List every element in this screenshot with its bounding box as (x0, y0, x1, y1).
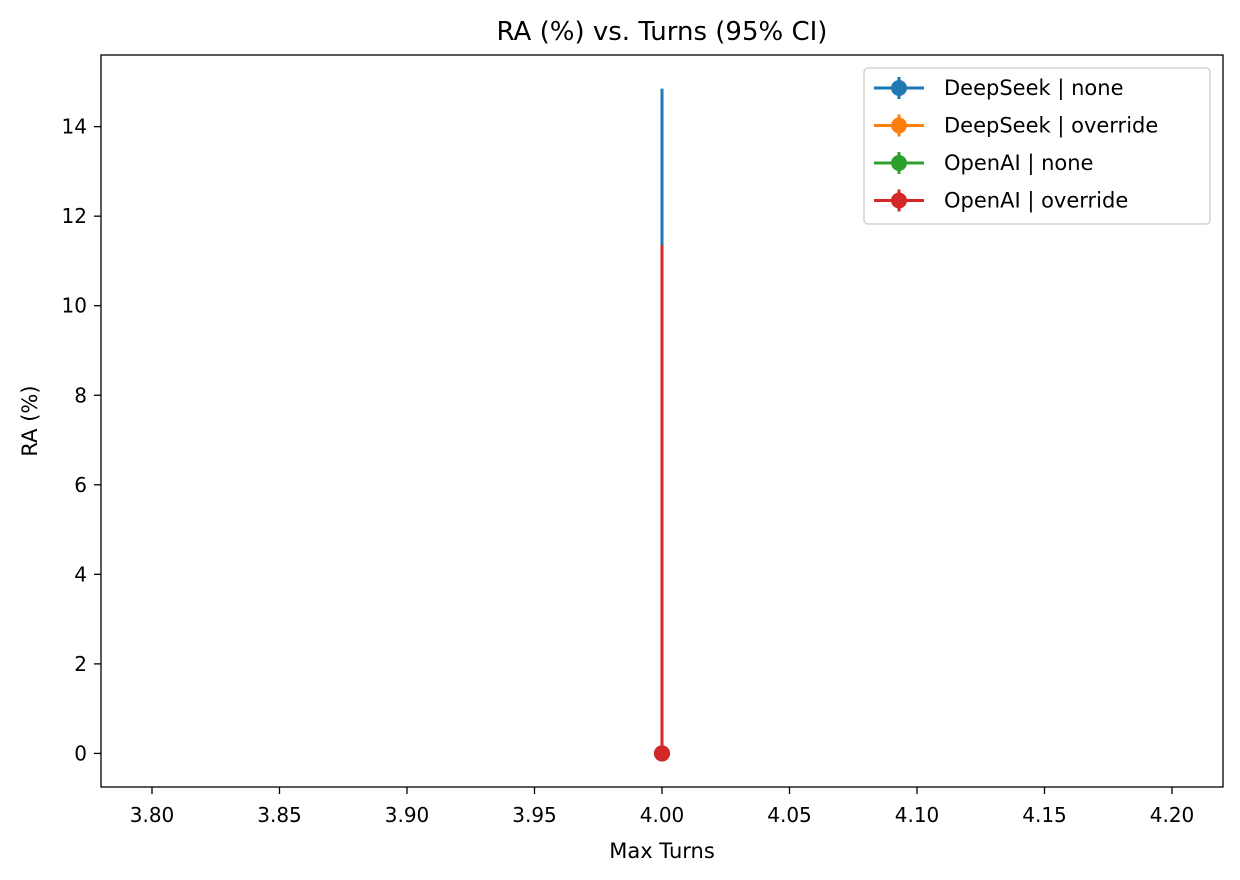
y-tick-label: 8 (74, 383, 87, 407)
legend-label: DeepSeek | none (944, 76, 1123, 101)
plot-layer (654, 88, 670, 762)
x-tick-label: 3.80 (130, 803, 175, 827)
y-tick-label: 6 (74, 473, 87, 497)
legend-marker (891, 117, 907, 134)
legend-label: OpenAI | none (944, 151, 1093, 176)
y-tick-label: 0 (74, 741, 87, 765)
y-tick-label: 12 (62, 204, 87, 228)
x-tick-label: 3.90 (385, 803, 430, 827)
y-tick-label: 4 (74, 562, 87, 586)
x-tick-label: 3.85 (257, 803, 302, 827)
x-tick-label: 4.20 (1150, 803, 1195, 827)
x-tick-label: 4.00 (640, 803, 685, 827)
legend-frame (863, 67, 1211, 225)
legend: DeepSeek | none DeepSeek | override OpenAI… (863, 67, 1211, 225)
y-tick-label: 2 (74, 652, 87, 676)
series-group (654, 245, 670, 762)
legend-marker (891, 155, 907, 171)
y-axis-label: RA (%) (18, 385, 42, 456)
data-point (654, 745, 670, 762)
x-axis-label: Max Turns (609, 839, 715, 863)
y-tick-label: 10 (62, 294, 87, 318)
x-tick-label: 3.95 (512, 803, 557, 827)
chart-title: RA (%) vs. Turns (95% CI) (497, 17, 828, 47)
y-axis-ticks: 0 2 4 6 8 10 12 14 (62, 115, 101, 765)
x-axis-ticks: 3.80 3.85 3.90 3.95 4.00 4.05 4.10 4.15 4.20 (130, 787, 1195, 827)
legend-label: DeepSeek | override (944, 114, 1158, 139)
x-tick-label: 4.05 (767, 803, 812, 827)
x-tick-label: 4.15 (1022, 803, 1067, 827)
legend-marker (891, 192, 907, 209)
y-tick-label: 14 (62, 115, 87, 139)
x-tick-label: 4.10 (895, 803, 940, 827)
legend-marker (891, 80, 907, 96)
legend-label: OpenAI | override (944, 189, 1128, 214)
